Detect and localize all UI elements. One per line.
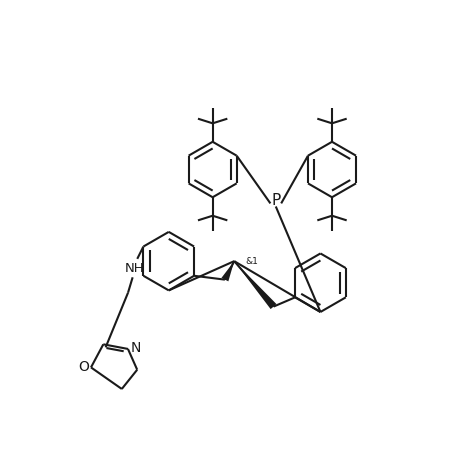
Text: O: O bbox=[78, 360, 90, 375]
Text: P: P bbox=[270, 193, 280, 208]
Text: N: N bbox=[130, 341, 140, 355]
Polygon shape bbox=[221, 261, 234, 282]
Polygon shape bbox=[234, 261, 276, 309]
Text: &1: &1 bbox=[245, 257, 257, 266]
Text: NH: NH bbox=[124, 262, 144, 275]
